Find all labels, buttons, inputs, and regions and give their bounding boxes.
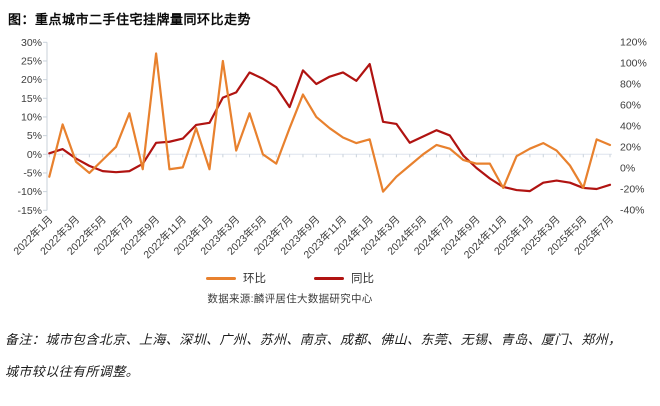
chart-legend: 环比 同比 <box>0 270 580 286</box>
right-axis-tick-label: 40% <box>620 121 641 133</box>
right-axis-tick-label: 80% <box>620 79 641 91</box>
left-axis-tick-label: 25% <box>21 55 42 67</box>
legend-line-icon <box>314 276 344 280</box>
left-axis-tick-label: 5% <box>27 130 42 142</box>
legend-line-icon <box>206 276 236 280</box>
left-axis-tick-label: -5% <box>23 167 42 179</box>
left-axis-tick-label: 0% <box>27 149 42 161</box>
right-axis-tick-label: 20% <box>620 142 641 154</box>
legend-item-yoy: 同比 <box>314 270 374 286</box>
chart-canvas: 30% 25% 20% 15% 10% 5% 0% -5% -10% -15% 120% 100% 80… <box>11 37 647 262</box>
footnote-line-2: 城市较以往有所调整。 <box>5 363 140 379</box>
right-axis-tick-label: -40% <box>620 205 645 217</box>
footnote-line-1: 备注：城市包含北京、上海、深圳、广州、苏州、南京、成都、佛山、东莞、无锡、青岛、… <box>5 332 622 347</box>
left-axis-tick-label: -10% <box>17 186 42 198</box>
left-axis-tick-label: 10% <box>21 111 42 123</box>
legend-label-mom: 环比 <box>243 273 266 285</box>
series-line-环比 <box>48 52 612 193</box>
right-axis-tick-label: 120% <box>620 37 647 49</box>
right-axis-tick-label: 100% <box>620 58 647 70</box>
right-axis-tick-label: 60% <box>620 100 641 112</box>
right-axis-tick-label: -20% <box>620 184 645 196</box>
data-source-caption: 数据来源:麟评居住大数据研究中心 <box>207 293 373 305</box>
left-axis-tick-label: -15% <box>17 205 42 217</box>
right-axis-tick-label: 0% <box>620 163 635 175</box>
footnote-block: 备注：城市包含北京、上海、深圳、广州、苏州、南京、成都、佛山、东莞、无锡、青岛、… <box>5 332 654 381</box>
left-axis-tick-label: 15% <box>21 93 42 105</box>
legend-item-mom: 环比 <box>206 270 266 286</box>
left-axis-tick-label: 20% <box>21 74 42 86</box>
chart-title: 图：重点城市二手住宅挂牌量同环比走势 <box>8 12 252 27</box>
left-axis-tick-label: 30% <box>21 37 42 49</box>
legend-label-yoy: 同比 <box>351 273 374 285</box>
